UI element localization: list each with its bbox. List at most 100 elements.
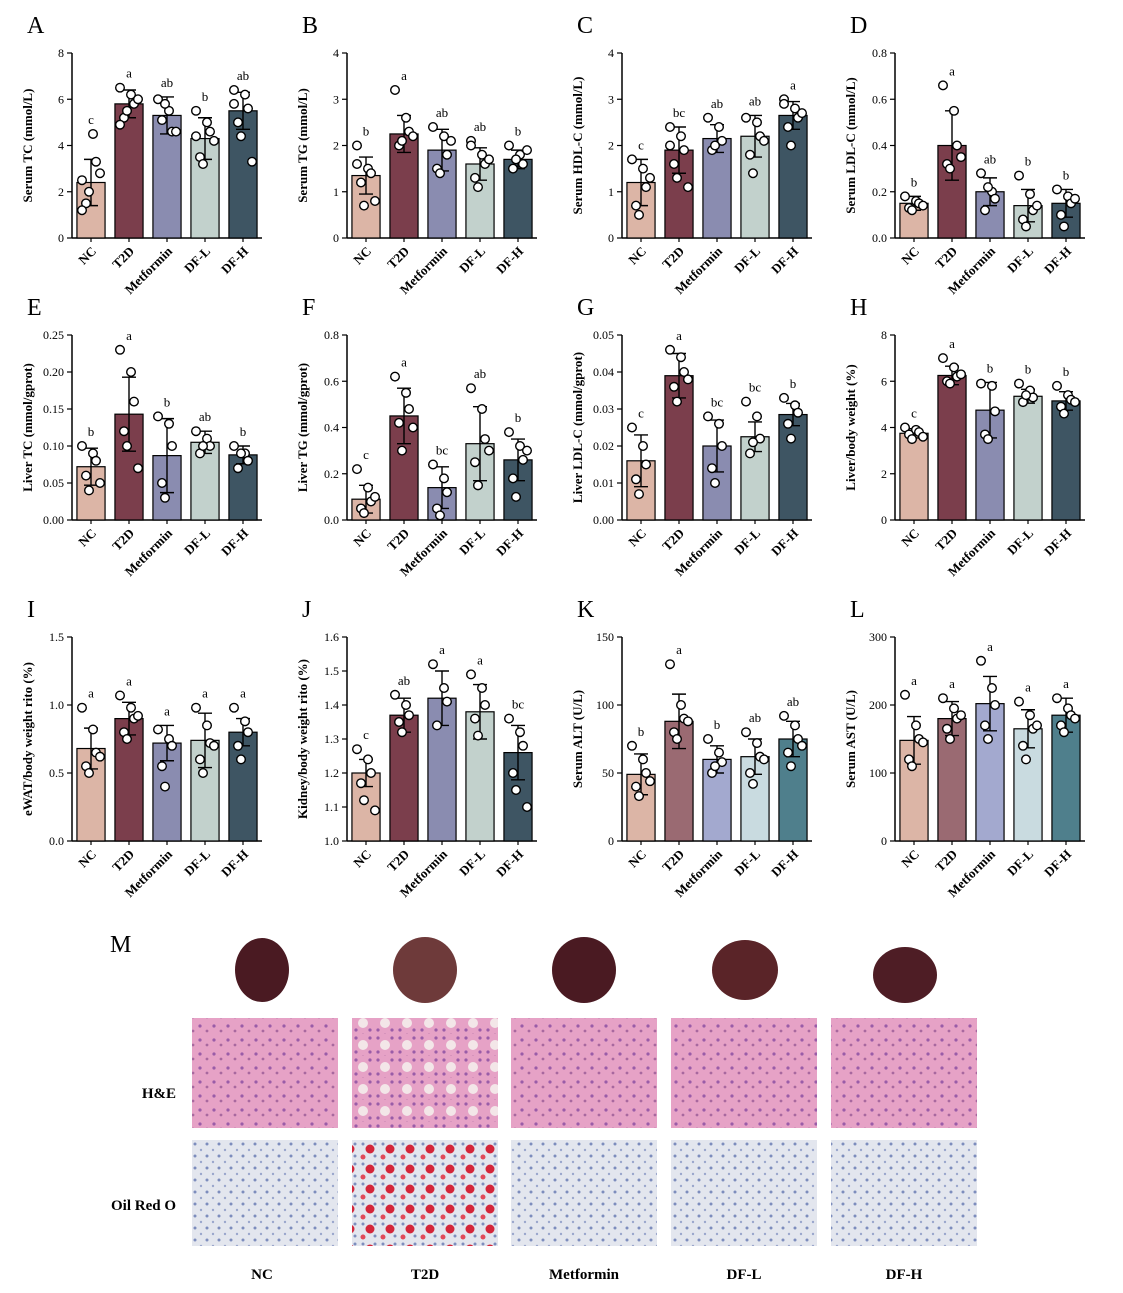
x-tick-label: T2D xyxy=(384,526,412,554)
data-point xyxy=(638,163,649,174)
row-label: Oil Red O xyxy=(111,1198,176,1214)
liver-photo xyxy=(712,940,778,1000)
data-point xyxy=(466,140,477,151)
x-tick-label: DF-H xyxy=(493,847,526,880)
x-tick-label: DF-H xyxy=(218,244,251,277)
y-tick-label: 1.6 xyxy=(324,630,339,644)
data-point xyxy=(627,740,638,751)
data-point xyxy=(717,441,728,452)
row-label: H&E xyxy=(142,1086,176,1102)
oil-red-image xyxy=(352,1140,498,1246)
data-point xyxy=(745,448,756,459)
y-tick-label: 0.01 xyxy=(593,476,614,490)
data-point xyxy=(1021,390,1032,401)
data-point xyxy=(128,396,139,407)
data-point xyxy=(228,441,239,452)
x-tick-label: DF-L xyxy=(456,846,488,878)
significance-letter: a xyxy=(401,355,407,370)
x-tick-label: DF-H xyxy=(218,526,251,559)
data-point xyxy=(627,422,638,433)
data-point xyxy=(952,140,963,151)
data-point xyxy=(442,487,453,498)
data-point xyxy=(797,740,808,751)
significance-letter: c xyxy=(638,406,644,421)
data-point xyxy=(114,344,125,355)
data-point xyxy=(786,761,797,772)
data-point xyxy=(752,411,763,422)
data-point xyxy=(1069,193,1080,204)
data-point xyxy=(208,740,219,751)
y-tick-label: 0.0 xyxy=(324,513,339,527)
data-point xyxy=(945,378,956,389)
x-tick-label: DF-L xyxy=(181,525,213,557)
y-tick-label: 0.02 xyxy=(593,439,614,453)
data-point xyxy=(949,703,960,714)
data-point xyxy=(508,163,519,174)
x-tick-label: DF-H xyxy=(218,847,251,880)
data-point xyxy=(156,115,167,126)
y-tick-label: 0 xyxy=(608,834,614,848)
significance-letter: a xyxy=(401,68,407,83)
data-point xyxy=(401,700,412,711)
data-point xyxy=(641,768,652,779)
data-point xyxy=(239,716,250,727)
data-point xyxy=(132,463,143,474)
data-point xyxy=(76,702,87,713)
data-point xyxy=(1021,221,1032,232)
bar xyxy=(1051,400,1081,521)
data-point xyxy=(439,131,450,142)
panel-letter: B xyxy=(302,13,318,39)
y-tick-label: 4 xyxy=(608,46,614,60)
data-point xyxy=(783,747,794,758)
y-tick-label: 4 xyxy=(881,421,887,435)
y-tick-label: 0.6 xyxy=(872,92,887,106)
panel-letter: F xyxy=(302,295,315,321)
data-point xyxy=(156,761,167,772)
data-point xyxy=(703,112,714,123)
y-tick-label: 0.00 xyxy=(43,513,64,527)
data-point xyxy=(672,734,683,745)
he-image xyxy=(352,1018,498,1128)
y-tick-label: 1 xyxy=(608,185,614,199)
data-point xyxy=(1014,378,1025,389)
data-point xyxy=(366,168,377,179)
significance-letter: b xyxy=(88,424,95,439)
group-label: Metformin xyxy=(549,1267,620,1283)
y-tick-label: 2 xyxy=(333,139,339,153)
significance-letter: b xyxy=(202,89,209,104)
y-tick-label: 1.0 xyxy=(324,834,339,848)
data-point xyxy=(1031,720,1042,731)
data-point xyxy=(1058,408,1069,419)
data-point xyxy=(752,117,763,128)
data-point xyxy=(166,441,177,452)
x-tick-label: DF-H xyxy=(1041,526,1074,559)
significance-letter: a xyxy=(1025,680,1031,695)
significance-letter: a xyxy=(164,703,170,718)
y-axis-label: Liver TC (mmol/gprot) xyxy=(20,363,35,492)
panel-letter: K xyxy=(577,597,595,623)
data-point xyxy=(518,158,529,169)
data-point xyxy=(504,427,515,438)
significance-letter: a xyxy=(126,328,132,343)
data-point xyxy=(779,710,790,721)
significance-letter: b xyxy=(240,424,247,439)
data-point xyxy=(745,768,756,779)
significance-letter: a xyxy=(88,686,94,701)
data-point xyxy=(204,126,215,137)
y-axis-label: Serum TC (mmol/L) xyxy=(20,89,35,203)
data-point xyxy=(390,689,401,700)
data-point xyxy=(918,431,929,442)
data-point xyxy=(114,690,125,701)
data-point xyxy=(522,145,533,156)
oil-red-image xyxy=(831,1140,977,1246)
data-point xyxy=(439,473,450,484)
data-point xyxy=(504,713,515,724)
significance-letter: b xyxy=(790,376,797,391)
data-point xyxy=(741,727,752,738)
data-point xyxy=(397,135,408,146)
data-point xyxy=(473,730,484,741)
x-tick-label: NC xyxy=(625,526,649,550)
x-tick-label: DF-H xyxy=(493,526,526,559)
y-tick-label: 4 xyxy=(58,139,64,153)
